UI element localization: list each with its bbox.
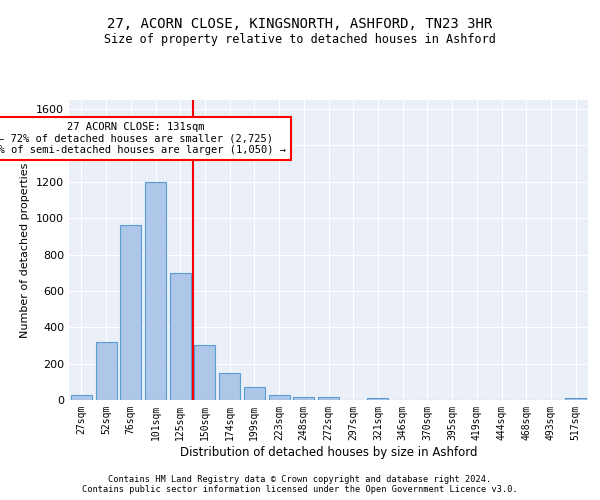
Bar — [565, 398, 586, 400]
Bar — [269, 396, 290, 400]
Bar — [318, 398, 339, 400]
Bar — [145, 182, 166, 400]
Bar — [120, 226, 141, 400]
Bar — [194, 346, 215, 400]
Bar — [244, 388, 265, 400]
Bar — [293, 398, 314, 400]
Bar — [219, 372, 240, 400]
Text: 27, ACORN CLOSE, KINGSNORTH, ASHFORD, TN23 3HR: 27, ACORN CLOSE, KINGSNORTH, ASHFORD, TN… — [107, 18, 493, 32]
X-axis label: Distribution of detached houses by size in Ashford: Distribution of detached houses by size … — [180, 446, 477, 458]
Text: Contains HM Land Registry data © Crown copyright and database right 2024.
Contai: Contains HM Land Registry data © Crown c… — [82, 474, 518, 494]
Text: 27 ACORN CLOSE: 131sqm
← 72% of detached houses are smaller (2,725)
28% of semi-: 27 ACORN CLOSE: 131sqm ← 72% of detached… — [0, 122, 286, 155]
Bar — [170, 272, 191, 400]
Y-axis label: Number of detached properties: Number of detached properties — [20, 162, 31, 338]
Bar — [367, 398, 388, 400]
Text: Size of property relative to detached houses in Ashford: Size of property relative to detached ho… — [104, 32, 496, 46]
Bar — [71, 394, 92, 400]
Bar — [95, 342, 116, 400]
